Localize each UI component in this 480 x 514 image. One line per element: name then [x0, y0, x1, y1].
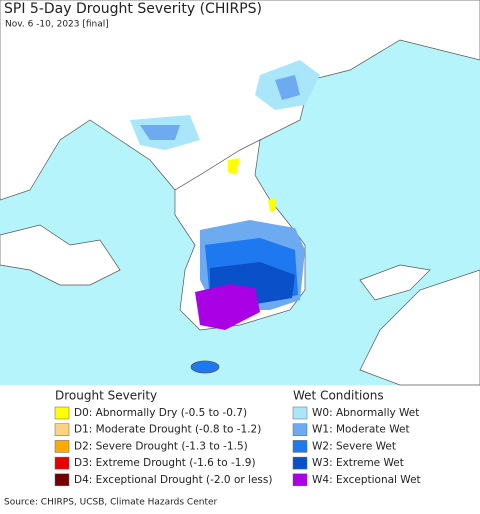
legend-label: W1: Moderate Wet	[312, 424, 410, 436]
legend-swatch	[292, 423, 308, 436]
legend-heading: Wet Conditions	[293, 389, 384, 403]
legend-label: D1: Moderate Drought (-0.8 to -1.2)	[74, 424, 261, 436]
legend-label: W0: Abnormally Wet	[312, 407, 419, 419]
legend-label: D3: Extreme Drought (-1.6 to -1.9)	[74, 457, 256, 469]
legend-swatch	[292, 406, 308, 420]
source-note: Source: CHIRPS, UCSB, Climate Hazards Ce…	[4, 498, 218, 508]
legend-swatch	[54, 456, 70, 470]
legend-label: D2: Severe Drought (-1.3 to -1.5)	[74, 440, 248, 452]
legend-swatch	[54, 406, 70, 420]
map-title: SPI 5-Day Drought Severity (CHIRPS)	[4, 1, 262, 17]
legend-swatch	[292, 473, 308, 487]
legend-swatch	[54, 423, 70, 436]
legend-swatch	[54, 440, 70, 453]
legend-label: D4: Exceptional Drought (-2.0 or less)	[74, 474, 272, 486]
legend-label: D0: Abnormally Dry (-0.5 to -0.7)	[74, 407, 247, 419]
legend-label: W2: Severe Wet	[312, 440, 396, 452]
legend-heading: Drought Severity	[55, 389, 157, 403]
legend-swatch	[292, 440, 308, 453]
wet-areas	[130, 60, 320, 330]
map-subtitle: Nov. 6 -10, 2023 [final]	[5, 20, 109, 30]
legend-label: W4: Exceptional Wet	[312, 474, 421, 486]
legend-swatch	[292, 456, 308, 470]
legend-label: W3: Extreme Wet	[312, 457, 404, 469]
legend-swatch	[54, 473, 70, 487]
